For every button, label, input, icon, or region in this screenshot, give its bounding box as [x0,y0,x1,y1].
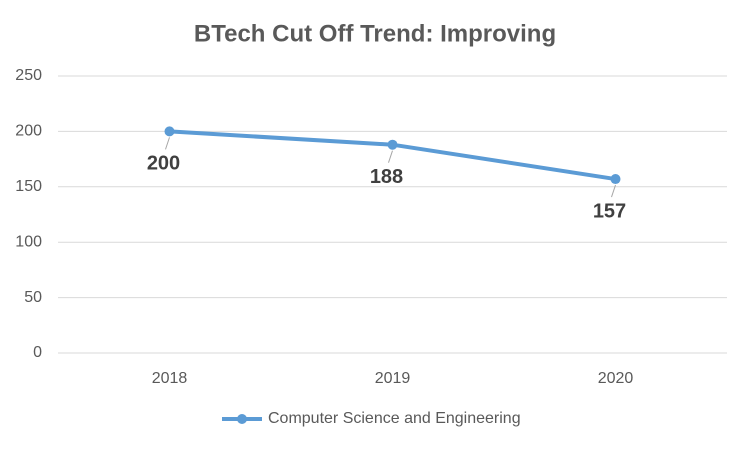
y-tick-label: 250 [15,67,42,84]
y-tick-label: 0 [33,344,42,361]
x-tick-label: 2019 [375,370,411,387]
data-label: 200 [147,153,180,175]
data-label: 157 [593,200,626,222]
leader-line [165,137,170,150]
x-tick-label: 2018 [152,370,188,387]
leader-line [611,184,616,198]
data-label: 188 [370,166,403,188]
point [387,139,398,150]
y-tick-label: 50 [24,289,42,306]
point [164,126,175,137]
x-tick-label: 2020 [598,370,634,387]
legend-label: Computer Science and Engineering [268,410,521,427]
leader-line [388,150,393,163]
point [610,174,621,185]
legend-marker [237,414,247,424]
y-tick-label: 150 [15,178,42,195]
chart-title: BTech Cut Off Trend: Improving [194,20,556,47]
y-tick-label: 100 [15,233,42,250]
y-tick-label: 200 [15,123,42,140]
